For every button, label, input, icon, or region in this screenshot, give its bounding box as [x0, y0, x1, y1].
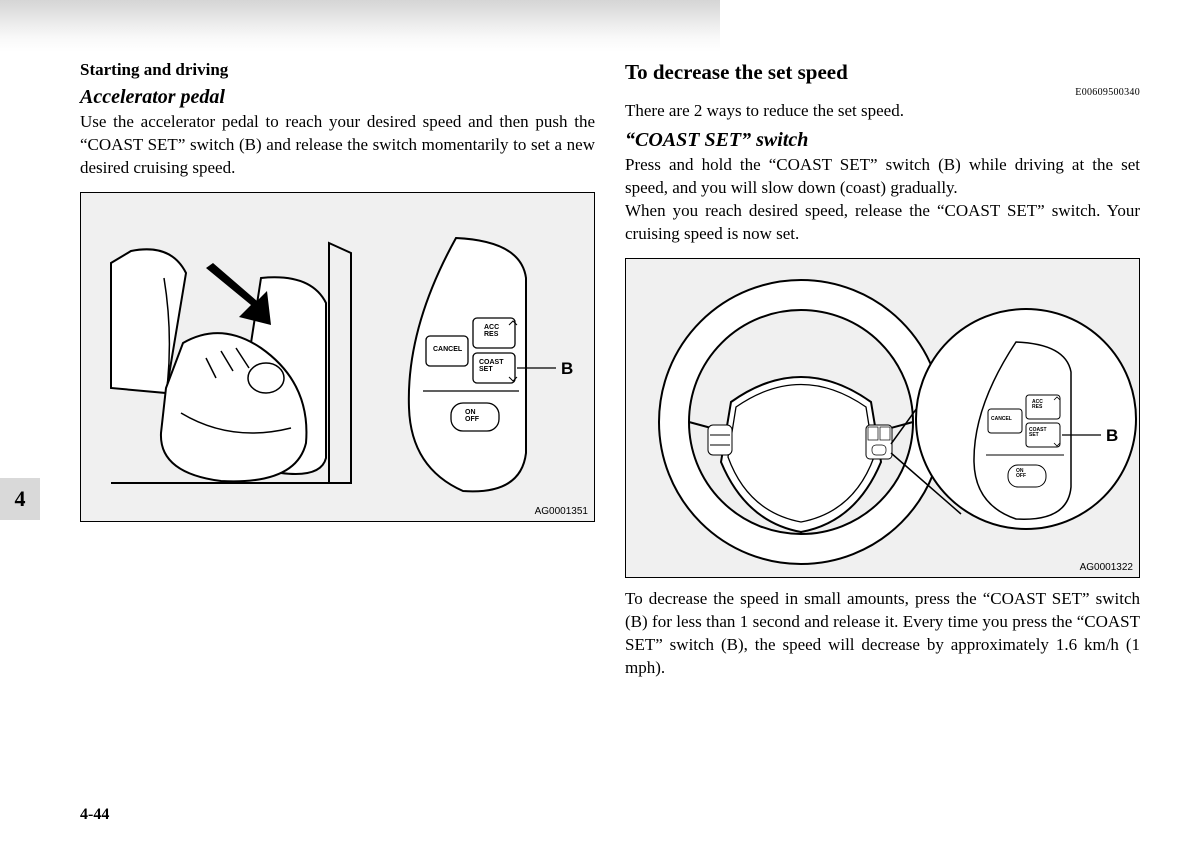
- section-header: Starting and driving: [80, 60, 595, 80]
- decrease-heading: To decrease the set speed: [625, 60, 1140, 85]
- coast-body-1: Press and hold the “COAST SET” switch (B…: [625, 154, 1140, 200]
- coast-body-3: To decrease the speed in small amounts, …: [625, 588, 1140, 680]
- fig-code-2: AG0001322: [1080, 562, 1133, 573]
- page-number: 4-44: [80, 806, 109, 824]
- chapter-number: 4: [15, 486, 26, 512]
- coast-body-2: When you reach desired speed, release th…: [625, 200, 1140, 246]
- pointer-b-2: B: [1106, 426, 1118, 446]
- coast-set-subhead: “COAST SET” switch: [625, 129, 1140, 152]
- btn-cancel-2: CANCEL: [991, 416, 1012, 422]
- page-content: Starting and driving Accelerator pedal U…: [80, 60, 1140, 691]
- btn-cancel: CANCEL: [433, 346, 462, 353]
- chapter-tab: 4: [0, 478, 40, 520]
- fig-code-1: AG0001351: [535, 506, 588, 517]
- wheel-illustration: [626, 259, 1141, 579]
- btn-acc: ACCRES: [484, 324, 499, 338]
- accelerator-body: Use the accelerator pedal to reach your …: [80, 111, 595, 180]
- pointer-b: B: [561, 359, 573, 379]
- btn-coast: COASTSET: [479, 359, 504, 373]
- accelerator-subhead: Accelerator pedal: [80, 86, 595, 109]
- decrease-intro: There are 2 ways to reduce the set speed…: [625, 100, 1140, 123]
- btn-coast-2: COASTSET: [1029, 428, 1047, 438]
- pedal-illustration: [81, 193, 596, 523]
- figure-wheel: CANCEL ACCRES COASTSET ONOFF B AG0001322: [625, 258, 1140, 578]
- btn-onoff-2: ONOFF: [1016, 469, 1026, 479]
- right-column: To decrease the set speed E00609500340 T…: [625, 60, 1140, 691]
- btn-onoff: ONOFF: [465, 409, 479, 423]
- left-column: Starting and driving Accelerator pedal U…: [80, 60, 595, 691]
- figure-pedal: CANCEL ACCRES COASTSET ONOFF B AG0001351: [80, 192, 595, 522]
- page-gradient-bg: [0, 0, 720, 52]
- btn-acc-2: ACCRES: [1032, 400, 1043, 410]
- reference-code: E00609500340: [625, 87, 1140, 98]
